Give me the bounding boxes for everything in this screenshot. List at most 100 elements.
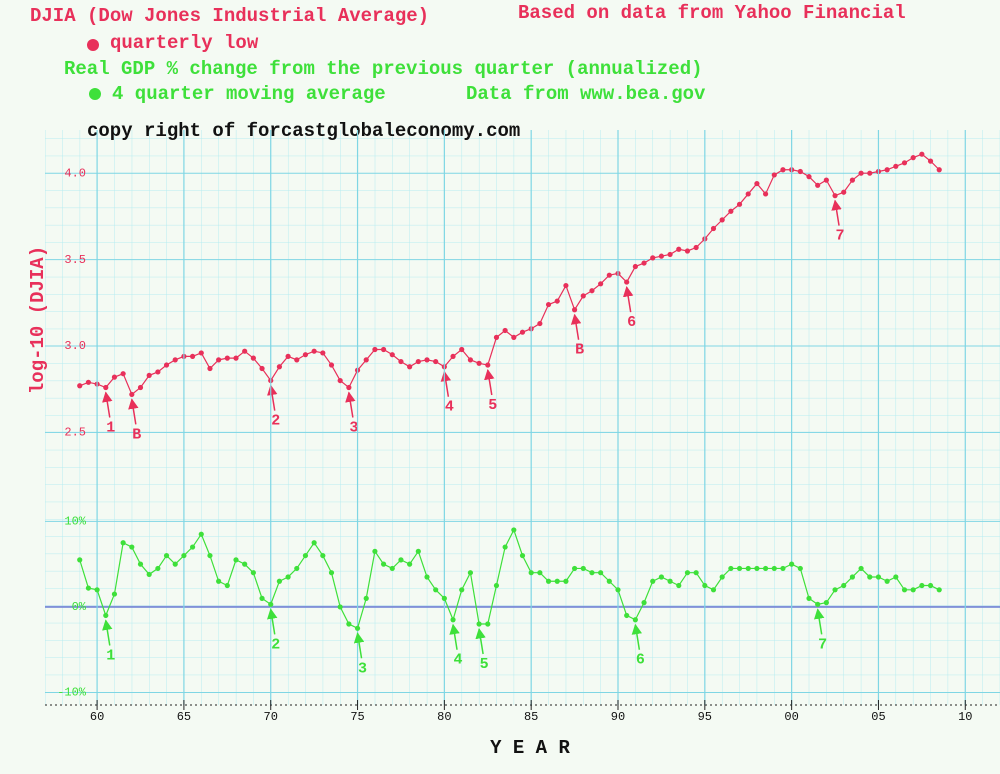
data-point (250, 355, 256, 361)
data-point (189, 353, 196, 359)
data-point (589, 288, 595, 294)
annotation-arrow (102, 619, 113, 646)
data-point (146, 571, 152, 578)
annotation: 4 (454, 652, 463, 669)
data-point (389, 565, 395, 572)
data-point (294, 565, 300, 572)
data-point (624, 612, 630, 619)
x-tick-label: 90 (611, 710, 625, 724)
data-point (867, 574, 873, 580)
data-point (719, 574, 725, 580)
data-point (328, 570, 335, 576)
data-point (111, 374, 118, 380)
legend-marker (89, 88, 101, 100)
data-point (467, 570, 474, 576)
data-point (337, 604, 343, 610)
data-point (450, 353, 456, 359)
data-point (493, 334, 500, 340)
data-point (650, 578, 656, 584)
y-tick-label: -10% (57, 686, 87, 700)
x-axis-label: Y E A R (490, 737, 570, 759)
data-point (146, 372, 152, 379)
data-point (815, 601, 821, 607)
data-point (693, 570, 699, 576)
x-tick-label: 80 (437, 710, 451, 724)
data-point (467, 357, 474, 363)
data-point (441, 595, 447, 601)
data-point (919, 582, 925, 589)
data-point (155, 369, 161, 375)
data-point (545, 301, 552, 308)
data-point (693, 244, 699, 251)
annotation: 4 (445, 399, 454, 416)
data-point (129, 544, 135, 550)
data-point (667, 251, 673, 258)
data-point (276, 578, 283, 584)
data-point (867, 170, 873, 176)
x-tick-label: 00 (784, 710, 798, 724)
data-point (198, 350, 204, 356)
data-point (285, 574, 291, 580)
data-point (207, 365, 213, 372)
data-point (676, 582, 682, 589)
data-point (363, 357, 369, 363)
data-point (650, 255, 656, 261)
annotation: 5 (480, 656, 489, 673)
data-point (111, 591, 118, 597)
annotation: 2 (271, 636, 280, 653)
data-point (710, 225, 717, 232)
annotation-arrow (475, 627, 486, 655)
data-point (476, 621, 482, 627)
x-tick-label: 95 (698, 710, 712, 724)
data-point (571, 307, 578, 313)
data-point (806, 595, 812, 601)
data-point (641, 600, 647, 606)
annotation-arrow (267, 384, 278, 411)
data-point (780, 167, 786, 173)
chart-title: Real GDP % change from the previous quar… (64, 58, 703, 80)
data-point (771, 565, 777, 572)
data-point (85, 585, 92, 591)
x-tick-label: 10 (958, 710, 972, 724)
y-tick-label: 0% (72, 600, 87, 614)
annotation-arrow (622, 286, 634, 313)
annotation-arrow (128, 398, 139, 425)
annotation: 6 (636, 652, 645, 669)
data-point (433, 587, 439, 593)
annotation: B (575, 342, 584, 359)
data-point (598, 570, 604, 576)
annotation-arrow (345, 391, 356, 418)
data-point (363, 595, 369, 601)
x-tick-label: 70 (264, 710, 278, 724)
data-point (884, 578, 890, 584)
data-point (216, 357, 222, 363)
data-point (641, 260, 647, 266)
x-tick-label: 05 (871, 710, 885, 724)
data-point (580, 293, 586, 299)
data-point (832, 193, 838, 199)
annotation: 3 (358, 660, 367, 677)
data-point (936, 167, 942, 173)
data-point (537, 570, 543, 576)
data-point (137, 384, 144, 391)
data-point (823, 600, 829, 606)
data-point (676, 246, 682, 252)
data-point (910, 587, 916, 593)
data-point (624, 279, 630, 285)
annotation-arrow (449, 623, 460, 650)
annotation: 6 (627, 314, 636, 331)
data-point (380, 561, 387, 567)
chart-subtitle: Data from www.bea.gov (466, 83, 706, 105)
annotation: B (132, 426, 141, 443)
data-point (198, 531, 204, 537)
data-point (580, 565, 586, 572)
data-point (407, 364, 413, 370)
data-point (380, 346, 387, 353)
data-point (120, 371, 126, 377)
annotation: 7 (818, 636, 827, 653)
series-line (79, 153, 940, 396)
series-line (79, 528, 940, 630)
data-point (77, 383, 83, 389)
data-point (311, 540, 317, 546)
data-point (493, 582, 500, 589)
